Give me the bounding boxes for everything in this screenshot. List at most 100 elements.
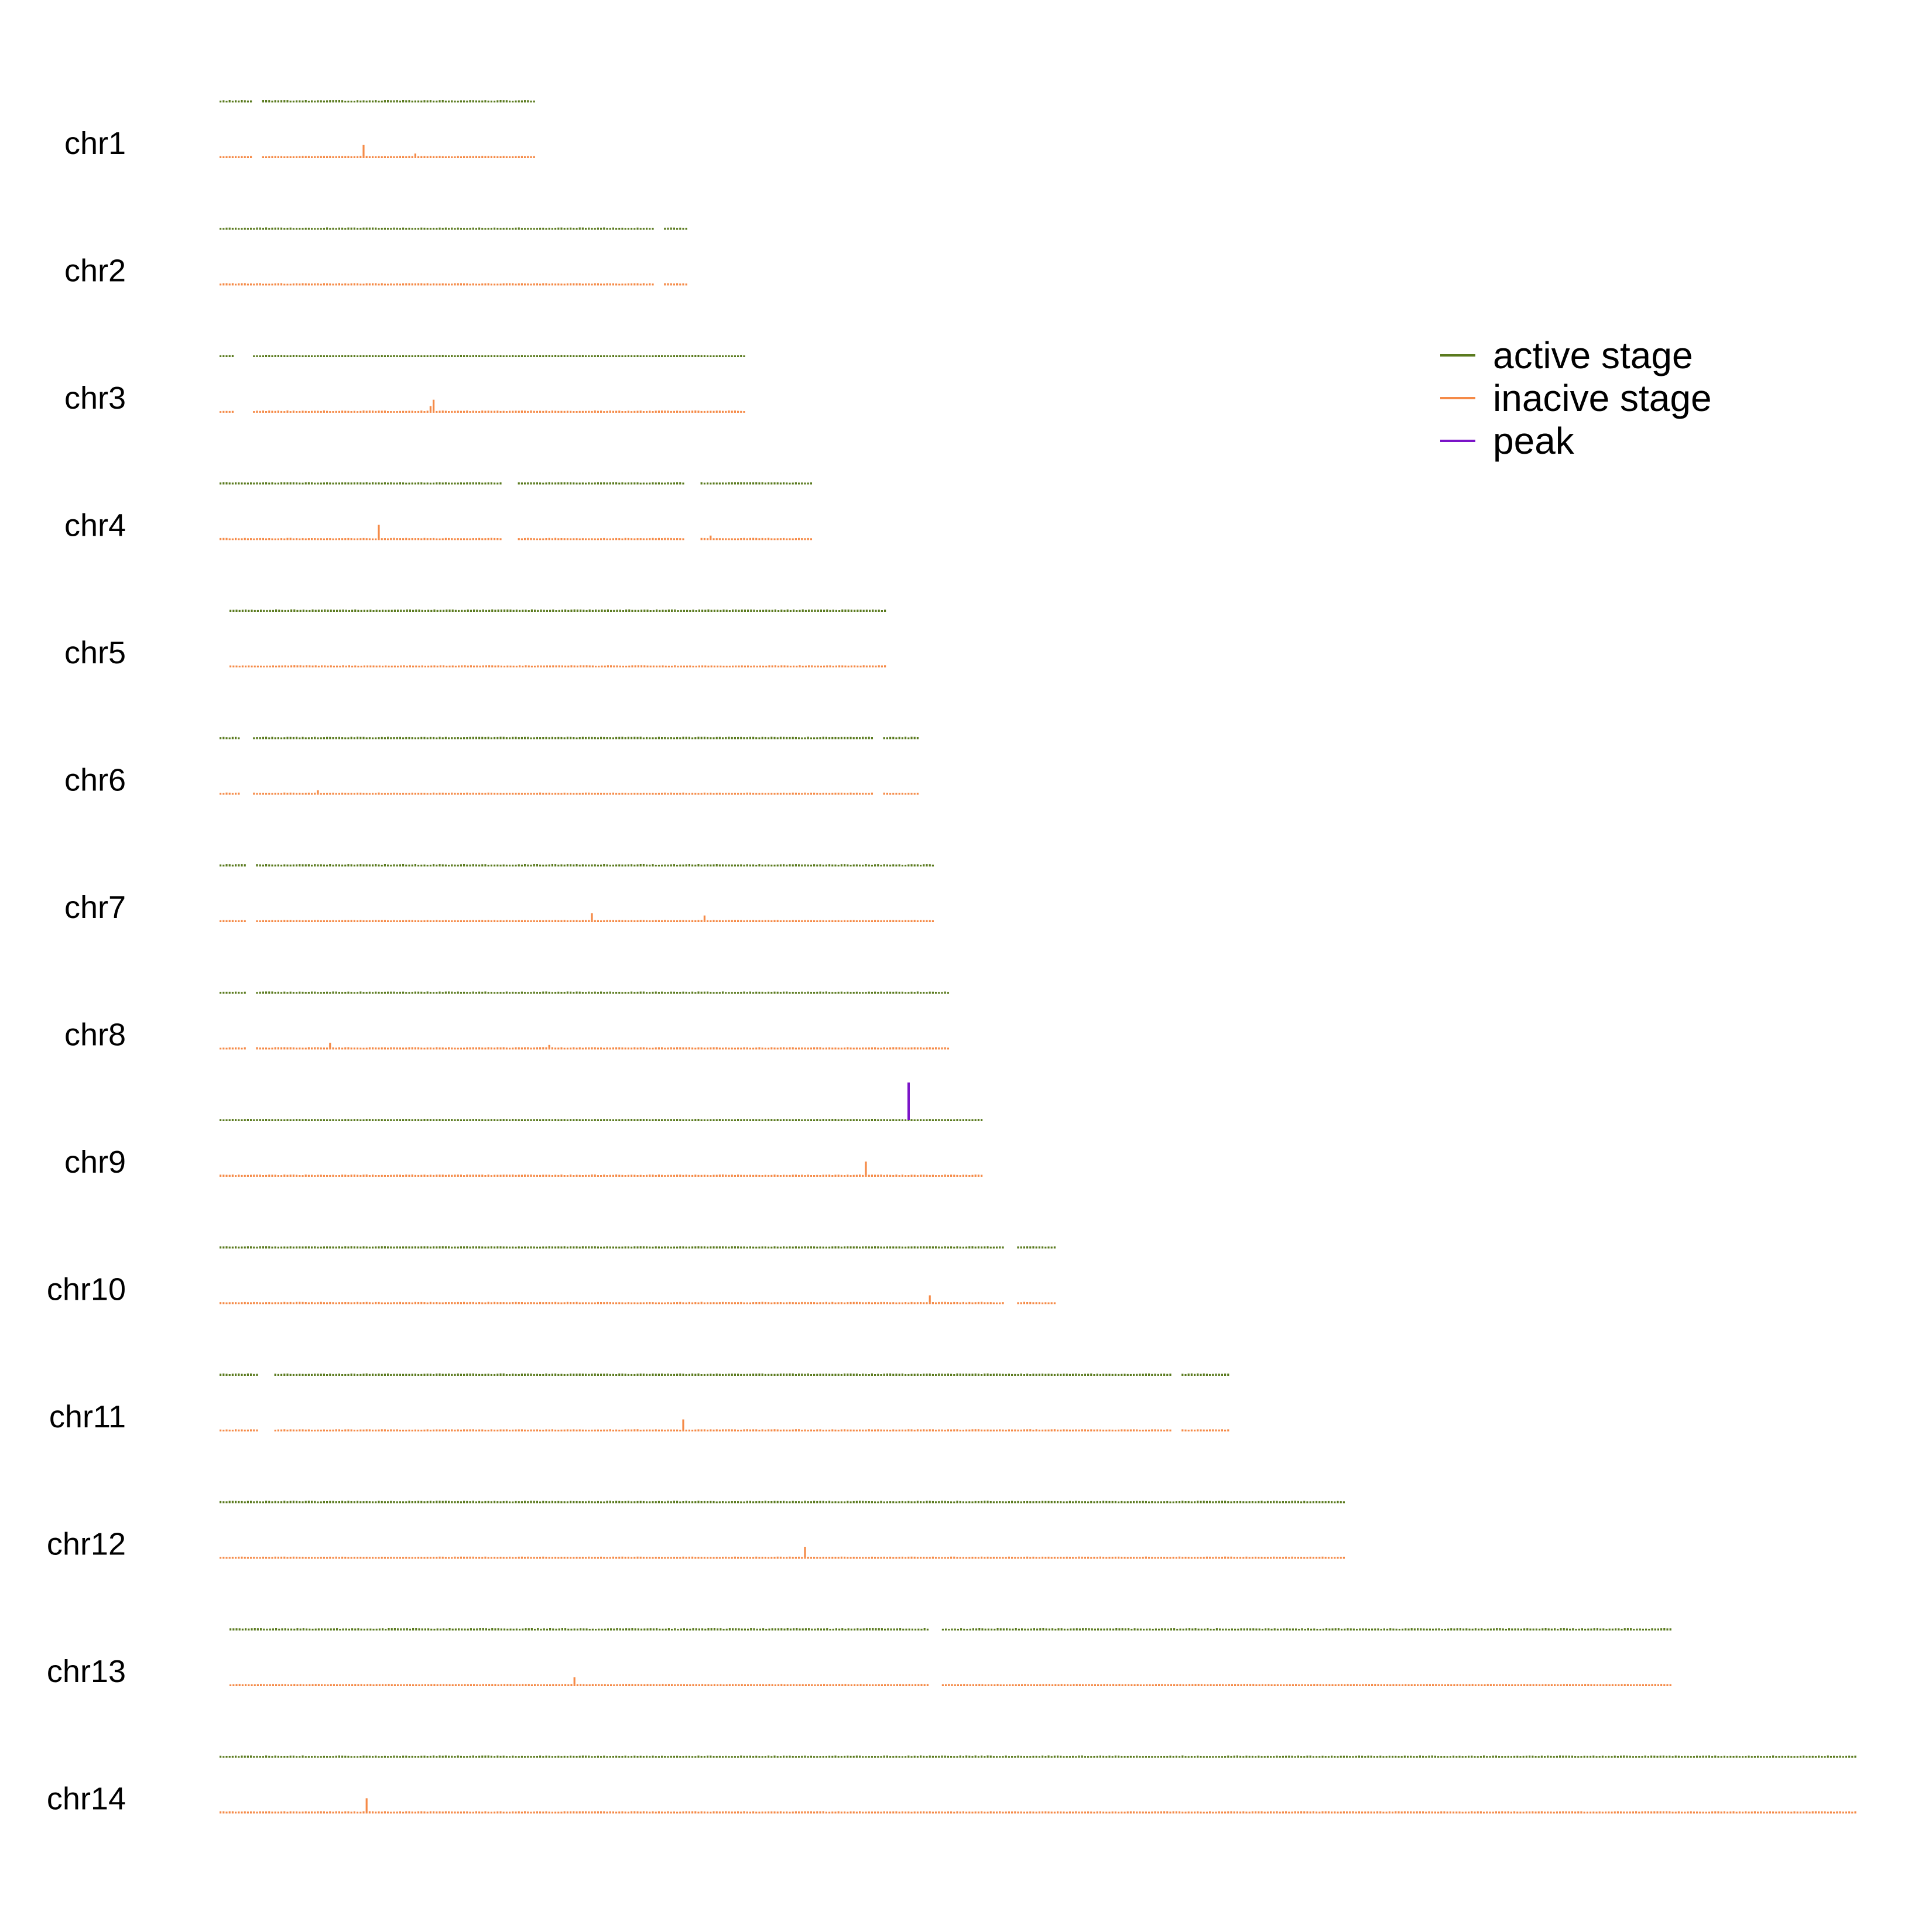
- signal-bar: [527, 1174, 529, 1177]
- signal-bar: [710, 609, 712, 612]
- signal-bar: [916, 1119, 919, 1121]
- signal-bar: [383, 410, 386, 413]
- signal-bar: [551, 538, 553, 540]
- signal-bar: [530, 355, 532, 357]
- signal-bar: [225, 1174, 228, 1177]
- signal-bar: [819, 737, 821, 739]
- signal-bar: [752, 864, 755, 866]
- signal-bar: [585, 283, 587, 286]
- signal-bar: [326, 355, 328, 357]
- signal-bar: [350, 411, 352, 413]
- signal-bar: [256, 665, 259, 667]
- signal-bar: [551, 992, 553, 994]
- signal-bar: [378, 1301, 380, 1304]
- signal-bar: [731, 1302, 733, 1304]
- signal-bar: [402, 156, 405, 158]
- signal-bar: [594, 355, 596, 357]
- signal-bar: [357, 1373, 359, 1376]
- signal-bar: [585, 1246, 587, 1249]
- signal-bar: [375, 1373, 377, 1376]
- signal-bar: [621, 227, 624, 230]
- signal-bar: [259, 1174, 261, 1177]
- signal-bar: [520, 1501, 523, 1503]
- signal-bar: [655, 991, 657, 994]
- signal-bar: [545, 1373, 547, 1376]
- signal-bar: [828, 1047, 831, 1050]
- signal-bar: [849, 1373, 852, 1376]
- signal-bar: [758, 1047, 761, 1050]
- signal-bar: [877, 864, 879, 866]
- signal-bar: [810, 1301, 812, 1304]
- chromosome-label: chr1: [64, 126, 126, 161]
- signal-bar: [624, 411, 626, 413]
- signal-bar: [225, 482, 228, 485]
- signal-bar: [588, 1246, 590, 1249]
- signal-bar: [238, 1174, 240, 1177]
- signal-bar: [682, 1373, 684, 1376]
- signal-bar: [621, 1047, 624, 1050]
- signal-bar: [326, 1246, 328, 1249]
- signal-bar: [844, 1302, 846, 1304]
- signal-bar: [642, 1119, 645, 1121]
- signal-bar: [369, 665, 372, 667]
- signal-bar: [606, 1373, 608, 1376]
- signal-bar: [362, 1047, 365, 1050]
- signal-bar: [304, 1302, 307, 1304]
- signal-bar: [375, 538, 377, 540]
- signal-bar: [1205, 1429, 1208, 1431]
- signal-bar: [804, 665, 807, 667]
- signal-bar: [670, 1047, 672, 1050]
- signal-bar: [228, 1246, 231, 1249]
- signal-bar: [679, 864, 681, 866]
- signal-bar: [935, 1302, 937, 1304]
- signal-bar: [737, 538, 739, 540]
- signal-bar: [387, 920, 389, 922]
- signal-bar: [886, 991, 888, 994]
- signal-bar: [475, 355, 477, 357]
- signal-bar: [749, 1047, 751, 1050]
- signal-bar: [231, 1047, 234, 1050]
- signal-bar: [280, 1373, 283, 1376]
- signal-bar: [642, 228, 645, 230]
- signal-bar: [220, 1246, 222, 1249]
- signal-bar: [454, 410, 456, 413]
- signal-bar: [317, 920, 319, 922]
- signal-bar: [768, 1373, 770, 1376]
- signal-bar: [621, 1174, 624, 1177]
- signal-bar: [344, 992, 347, 994]
- signal-bar: [286, 992, 289, 994]
- signal-bar: [728, 666, 731, 667]
- signal-bar: [1063, 1429, 1065, 1431]
- signal-bar: [974, 1174, 977, 1177]
- inactive-stage-series: [220, 1295, 1056, 1304]
- signal-bar: [250, 100, 252, 102]
- signal-bar: [235, 482, 237, 485]
- signal-bar: [999, 1302, 1001, 1304]
- signal-bar: [862, 1501, 864, 1503]
- signal-bar: [472, 1246, 474, 1249]
- signal-bar: [639, 1430, 642, 1431]
- signal-bar: [722, 1174, 724, 1177]
- signal-bar: [588, 1302, 590, 1304]
- signal-bar: [676, 1302, 679, 1304]
- signal-bar: [646, 737, 648, 739]
- signal-bar: [444, 1047, 447, 1050]
- signal-bar: [799, 665, 801, 667]
- signal-bar: [712, 410, 715, 413]
- signal-bar: [743, 1119, 745, 1121]
- signal-bar: [469, 100, 471, 102]
- signal-bar: [484, 228, 487, 230]
- signal-bar: [265, 991, 268, 994]
- signal-bar: [475, 1501, 477, 1503]
- signal-bar: [307, 411, 310, 413]
- signal-bar: [286, 410, 289, 413]
- signal-bar: [490, 1501, 492, 1503]
- signal-bar: [685, 793, 687, 795]
- signal-bar: [712, 1119, 715, 1121]
- signal-bar: [381, 1047, 383, 1050]
- signal-bar: [563, 792, 566, 795]
- signal-bar: [627, 737, 629, 739]
- signal-bar: [792, 737, 794, 739]
- signal-bar: [868, 1501, 870, 1503]
- signal-bar: [825, 920, 827, 922]
